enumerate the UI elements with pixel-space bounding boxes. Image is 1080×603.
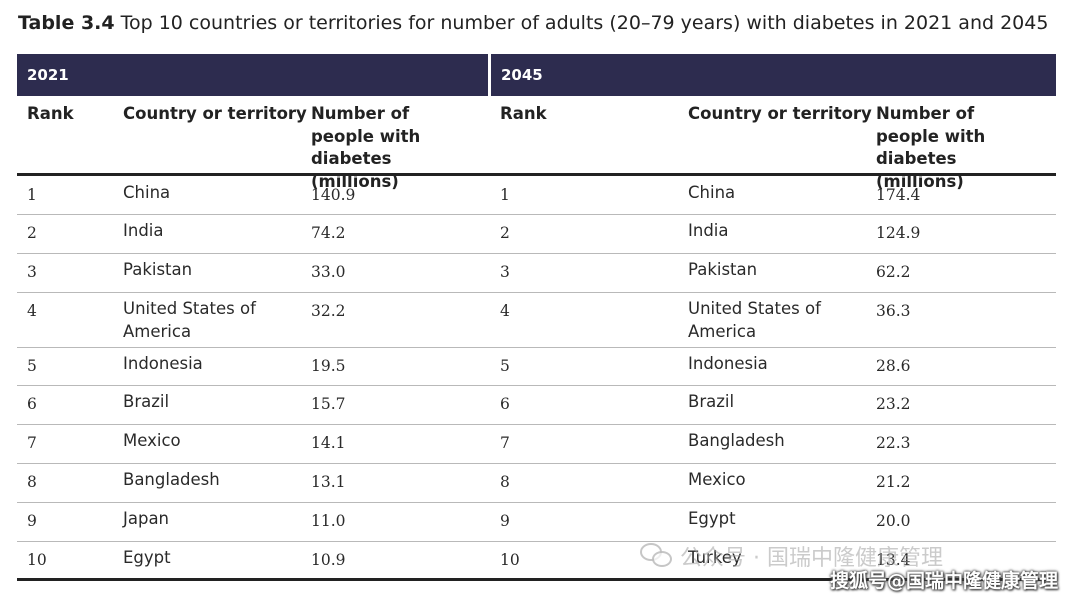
column-header-country: Country or territory <box>123 104 307 123</box>
row-divider <box>17 463 1056 464</box>
value-cell: 21.2 <box>876 473 911 491</box>
column-header-rank: Rank <box>500 104 547 123</box>
column-header-country: Country or territory <box>688 104 872 123</box>
rank-cell: 4 <box>27 302 37 320</box>
row-divider <box>17 253 1056 254</box>
country-cell: Turkey <box>688 548 742 567</box>
country-cell: Mexico <box>688 470 746 489</box>
table-label: Table 3.4 <box>18 12 115 34</box>
value-cell: 23.2 <box>876 395 911 413</box>
rank-cell: 2 <box>500 224 510 242</box>
rank-cell: 1 <box>500 186 510 204</box>
value-cell: 32.2 <box>311 302 346 320</box>
rank-cell: 3 <box>500 263 510 281</box>
country-cell: Indonesia <box>688 354 768 373</box>
value-cell: 33.0 <box>311 263 346 281</box>
country-cell: Pakistan <box>123 260 193 279</box>
row-divider <box>17 424 1056 425</box>
value-cell: 74.2 <box>311 224 346 242</box>
sohu-watermark: 搜狐号@国瑞中隆健康管理 <box>829 570 1058 592</box>
column-header-number: Number of people with diabetes (millions… <box>311 104 421 191</box>
country-cell: United States of America <box>688 299 821 341</box>
value-cell: 15.7 <box>311 395 346 413</box>
rank-cell: 8 <box>27 473 37 491</box>
country-cell: Egypt <box>123 548 171 567</box>
rank-cell: 9 <box>27 512 37 530</box>
country-cell: United States of America <box>123 299 256 341</box>
value-cell: 28.6 <box>876 357 911 375</box>
wechat-watermark: 公众号 · 国瑞中隆健康管理 <box>640 540 943 572</box>
row-divider <box>17 502 1056 503</box>
wechat-icon <box>640 543 674 569</box>
rank-cell: 4 <box>500 302 510 320</box>
country-cell: Pakistan <box>688 260 758 279</box>
value-cell: 11.0 <box>311 512 346 530</box>
rank-cell: 6 <box>500 395 510 413</box>
country-cell: Egypt <box>688 509 736 528</box>
year-header-2045: 2045 <box>491 54 1056 96</box>
rank-cell: 10 <box>500 551 520 569</box>
value-cell: 13.1 <box>311 473 346 491</box>
rank-cell: 8 <box>500 473 510 491</box>
value-cell: 124.9 <box>876 224 921 242</box>
value-cell: 10.9 <box>311 551 346 569</box>
country-cell: China <box>688 183 736 202</box>
value-cell: 22.3 <box>876 434 911 452</box>
row-divider <box>17 347 1056 348</box>
rank-cell: 9 <box>500 512 510 530</box>
value-cell: 140.9 <box>311 186 356 204</box>
rank-cell: 3 <box>27 263 37 281</box>
value-cell: 62.2 <box>876 263 911 281</box>
row-divider <box>17 292 1056 293</box>
country-cell: India <box>688 221 729 240</box>
table-caption: Table 3.4 Top 10 countries or territories… <box>18 10 1048 36</box>
country-cell: India <box>123 221 164 240</box>
rank-cell: 10 <box>27 551 47 569</box>
row-divider <box>17 541 1056 542</box>
row-divider <box>17 214 1056 215</box>
country-cell: Brazil <box>688 392 735 411</box>
country-cell: Bangladesh <box>123 470 220 489</box>
year-header-2021: 2021 <box>17 54 488 96</box>
rank-cell: 5 <box>27 357 37 375</box>
rank-cell: 2 <box>27 224 37 242</box>
country-cell: Mexico <box>123 431 181 450</box>
header-divider <box>17 173 1056 176</box>
table-title: Top 10 countries or territories for numb… <box>120 12 1049 34</box>
rank-cell: 7 <box>27 434 37 452</box>
row-divider <box>17 385 1056 386</box>
value-cell: 13.4 <box>876 551 911 569</box>
country-cell: Bangladesh <box>688 431 785 450</box>
country-cell: Japan <box>123 509 170 528</box>
table-bottom-rule <box>17 578 1056 581</box>
value-cell: 20.0 <box>876 512 911 530</box>
value-cell: 36.3 <box>876 302 911 320</box>
value-cell: 19.5 <box>311 357 346 375</box>
column-header-number: Number of people with diabetes (millions… <box>876 104 986 191</box>
value-cell: 174.4 <box>876 186 921 204</box>
value-cell: 14.1 <box>311 434 346 452</box>
country-cell: Indonesia <box>123 354 203 373</box>
country-cell: China <box>123 183 171 202</box>
rank-cell: 6 <box>27 395 37 413</box>
column-header-rank: Rank <box>27 104 74 123</box>
rank-cell: 5 <box>500 357 510 375</box>
rank-cell: 1 <box>27 186 37 204</box>
rank-cell: 7 <box>500 434 510 452</box>
wechat-watermark-text: 公众号 · 国瑞中隆健康管理 <box>680 546 943 571</box>
country-cell: Brazil <box>123 392 170 411</box>
